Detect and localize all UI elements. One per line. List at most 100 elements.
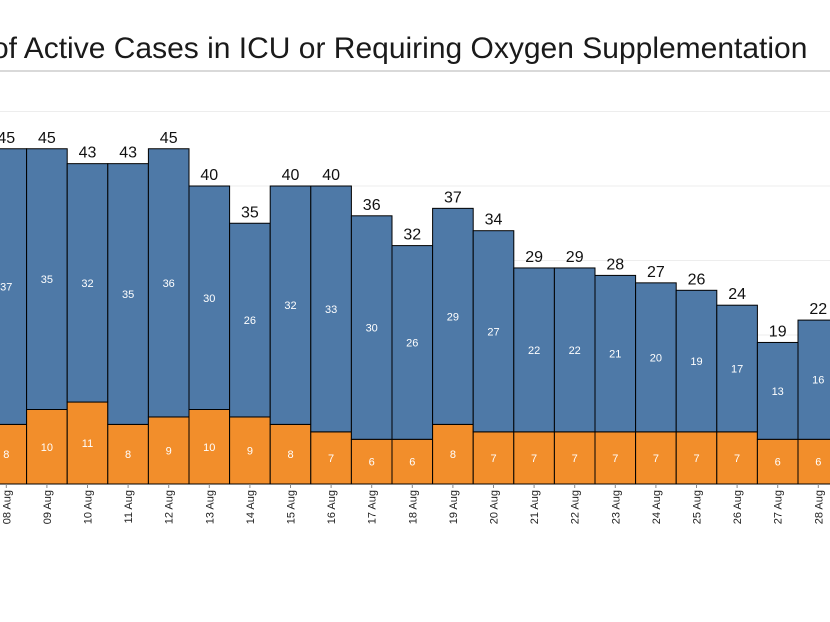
bar-total-label: 35 [241,204,259,221]
x-tick-label: 15 Aug [286,490,298,524]
bar-segment-bottom [635,431,677,485]
bottom-segment-label: 7 [328,453,334,465]
x-tick-label: 10 Aug [83,490,95,524]
bar-segment-top [391,245,434,440]
chart-title: of Active Cases in ICU or Requiring Oxyg… [0,32,808,65]
bar-segment-top [553,267,596,433]
bar-total-label: 45 [160,130,178,147]
bottom-segment-label: 7 [572,453,578,465]
x-tick-label: 22 Aug [570,490,582,524]
bottom-segment-label: 8 [3,449,9,461]
bar-segment-bottom [188,409,231,485]
x-tick-label: 25 Aug [692,490,704,524]
x-tick-label: 24 Aug [651,490,663,524]
x-tick-label: 27 Aug [773,490,785,524]
top-segment-label: 17 [731,364,743,376]
top-segment-label: 22 [528,345,540,357]
bar-total-label: 40 [200,167,218,184]
x-tick-label: 26 Aug [732,490,744,524]
top-segment-label: 30 [366,323,378,335]
bar-segment-top [0,148,28,425]
bottom-segment-label: 6 [369,457,375,469]
bar-segment-top [797,319,830,440]
x-tick-label: 12 Aug [164,490,176,524]
bar-total-label: 28 [606,256,624,273]
bar-segment-top [107,163,149,425]
bar-total-label: 34 [485,212,503,229]
x-tick-label: 20 Aug [489,490,501,524]
bar-segment-top [26,148,68,410]
top-segment-label: 27 [487,326,499,338]
bar-total-label: 36 [363,197,381,214]
top-segment-label: 13 [772,386,784,398]
top-segment-label: 35 [41,274,53,286]
bottom-segment-label: 6 [815,457,821,469]
bottom-segment-label: 8 [450,449,456,461]
bottom-segment-label: 6 [409,457,415,469]
bar-total-label: 32 [403,227,421,244]
bottom-segment-label: 7 [693,453,699,465]
top-segment-label: 36 [163,278,175,290]
top-segment-label: 22 [569,345,581,357]
bar-segment-bottom [432,423,474,485]
x-tick-label: 11 Aug [123,490,135,523]
top-segment-label: 19 [690,356,702,368]
top-segment-label: 21 [609,349,621,361]
x-tick-label: 16 Aug [326,490,338,524]
x-tick-label: 17 Aug [367,490,379,524]
x-tick-label: 09 Aug [42,490,54,524]
top-segment-label: 32 [284,300,296,312]
bar-total-label: 19 [769,323,787,340]
bar-total-label: 40 [282,167,300,184]
bar-total-label: 24 [728,286,746,303]
bottom-segment-label: 7 [531,453,537,465]
bars [0,148,830,485]
top-segment-label: 30 [203,293,215,305]
bottom-segment-label: 9 [166,445,172,457]
top-segment-label: 26 [406,337,418,349]
bottom-segment-label: 10 [41,442,53,454]
bar-segment-top [513,267,555,433]
top-segment-label: 37 [0,282,12,294]
top-segment-label: 32 [81,278,93,290]
x-tick-label: 28 Aug [813,490,825,524]
top-segment-label: 33 [325,304,337,316]
bar-total-label: 43 [119,145,137,162]
bar-segment-bottom [797,438,830,485]
x-axis-ticks: 08 Aug 09 Aug 10 Aug 11 Aug 12 Aug 13 Aug 14 A… [1,484,825,524]
bar-segment-top [310,185,352,433]
top-segment-label: 20 [650,352,662,364]
bar-segment-bottom [472,431,515,485]
bar-segment-bottom [756,438,799,485]
bar-total-label: 43 [79,145,97,162]
bar-total-label: 37 [444,189,462,206]
bar-segment-top [147,148,190,418]
x-tick-label: 21 Aug [529,490,541,524]
data-labels: 8 37 45 10 35 45 11 32 43 8 35 43 9 36 45 10 30 40 9 26 35 8 3… [0,130,827,469]
bar-segment-bottom [716,431,758,485]
bar-total-label: 29 [566,249,584,266]
x-tick-label: 14 Aug [245,490,257,524]
x-tick-label: 18 Aug [407,490,419,524]
bottom-segment-label: 6 [775,457,781,469]
bottom-segment-label: 7 [734,453,740,465]
bar-segment-top [594,274,637,433]
bar-segment-top [635,282,677,433]
bottom-segment-label: 7 [490,453,496,465]
bar-segment-top [675,289,718,433]
top-segment-label: 26 [244,315,256,327]
bar-segment-top [269,185,312,425]
bottom-segment-label: 10 [203,442,215,454]
bar-segment-bottom [513,431,555,485]
bottom-segment-label: 7 [653,453,659,465]
bar-segment-bottom [310,431,352,485]
top-segment-label: 35 [122,289,134,301]
title-divider [0,70,830,72]
bottom-segment-label: 11 [82,438,93,450]
bar-total-label: 45 [38,130,56,147]
x-tick-label: 23 Aug [610,490,622,524]
bar-total-label: 26 [688,271,706,288]
bar-total-label: 45 [0,130,15,147]
bar-segment-top [716,304,758,433]
